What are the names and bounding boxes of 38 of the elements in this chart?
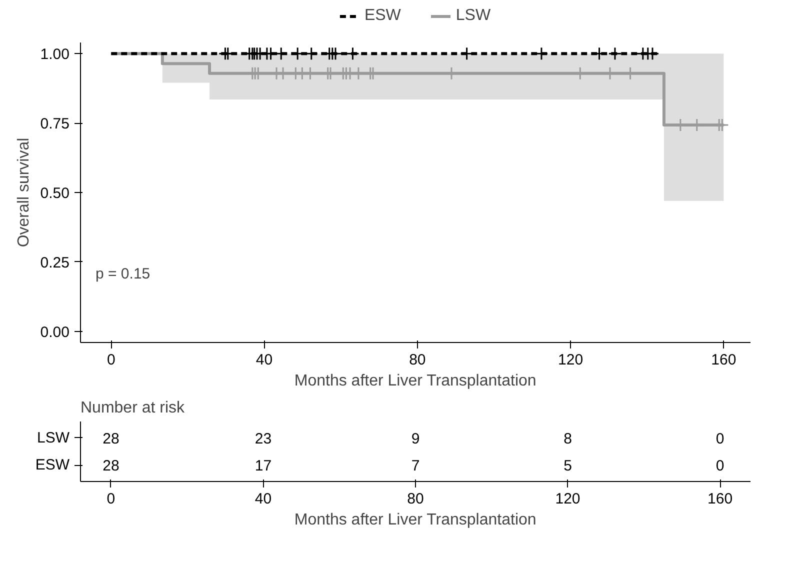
data-label: 17 bbox=[254, 458, 272, 475]
y-axis-title: Overall survival bbox=[15, 138, 32, 248]
data-label: 0 bbox=[716, 430, 724, 448]
x-tick-label: 0 bbox=[106, 352, 116, 368]
y-tick-label: 1.00 bbox=[40, 46, 70, 64]
data-label: 5 bbox=[564, 458, 572, 475]
data-label: 8 bbox=[564, 430, 572, 448]
point bbox=[346, 46, 360, 60]
data-label: 28 bbox=[102, 458, 120, 475]
y-tick-label: 0.50 bbox=[40, 185, 70, 202]
x-axis-title: Months after Liver Transplantation bbox=[294, 372, 536, 390]
point bbox=[608, 46, 622, 60]
x-tick-label: 0 bbox=[106, 490, 116, 508]
data-label: 7 bbox=[411, 458, 420, 475]
y-tick-label: 0.00 bbox=[40, 324, 70, 341]
data-label: 9 bbox=[411, 430, 420, 448]
annotation: p = 0.15 bbox=[96, 266, 150, 282]
x-tick-label: 80 bbox=[409, 352, 426, 368]
x-tick-label: 160 bbox=[711, 352, 736, 368]
chart-title: Number at risk bbox=[80, 400, 186, 416]
data-label: 0 bbox=[716, 458, 724, 475]
x-tick-label: 80 bbox=[407, 490, 424, 508]
point bbox=[328, 46, 342, 60]
y-tick-label: ESW bbox=[35, 456, 70, 474]
x-tick-label: 160 bbox=[708, 490, 733, 508]
y-tick-label: 0.25 bbox=[40, 254, 70, 272]
data-label: 28 bbox=[102, 430, 120, 448]
legend-label: ESW bbox=[364, 7, 401, 25]
y-tick-label: 0.75 bbox=[40, 116, 70, 133]
y-tick-label: LSW bbox=[36, 429, 70, 446]
data-label: 23 bbox=[254, 430, 272, 448]
point bbox=[646, 46, 660, 60]
x-tick-label: 40 bbox=[256, 352, 273, 368]
x-axis-title: Months after Liver Transplantation bbox=[294, 512, 536, 528]
x-tick-label: 40 bbox=[254, 490, 272, 508]
x-tick-label: 120 bbox=[558, 352, 584, 368]
x-tick-label: 120 bbox=[555, 490, 580, 508]
legend-label: LSW bbox=[456, 7, 491, 25]
